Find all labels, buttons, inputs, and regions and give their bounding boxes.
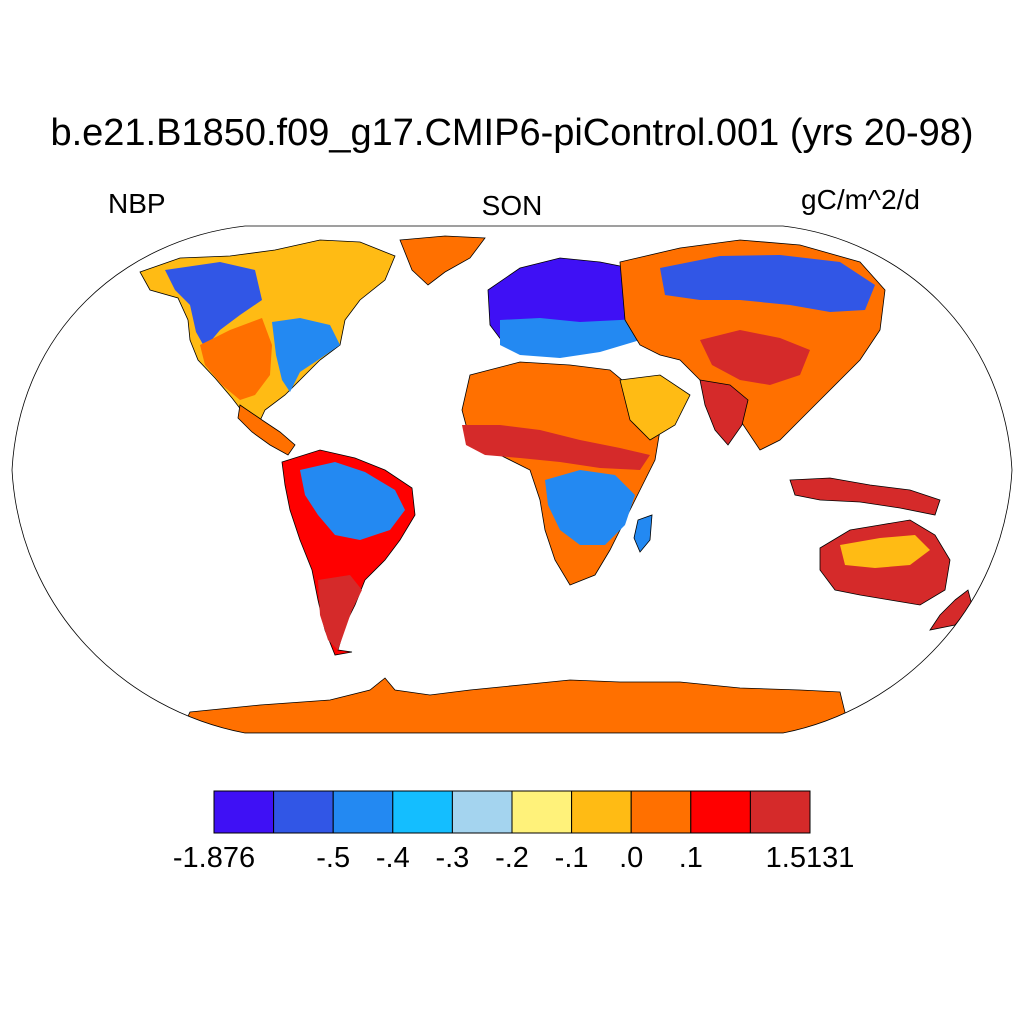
colorbar-swatch-4: [451, 790, 513, 834]
colorbar-swatch-1: [273, 790, 334, 834]
colorbar-swatch-5: [511, 790, 573, 834]
antarctica: [179, 677, 851, 733]
central-africa-negative: [545, 470, 635, 545]
maritime-continent: [789, 477, 941, 516]
arabia: [619, 374, 691, 441]
north-america-central-positive: [200, 318, 272, 400]
colorbar-tick-label: .1: [678, 842, 703, 874]
colorbar-tick-label: -.3: [435, 842, 470, 874]
colorbar-swatch-6: [571, 790, 632, 834]
colorbar-tick-label: -.5: [316, 842, 351, 874]
asia-central-positive: [700, 330, 810, 385]
colorbar-swatch-3: [392, 790, 453, 834]
colorbar-swatch-2: [332, 790, 394, 834]
north-america-west-negative: [165, 262, 262, 348]
colorbar-tick-label: .0: [619, 842, 644, 874]
sahel-positive: [462, 425, 650, 470]
colorbar-tick-label: -1.876: [172, 842, 256, 874]
variable-label: NBP: [108, 188, 166, 219]
colorbar-tick-label: -.2: [495, 842, 529, 874]
season-label: SON: [481, 190, 543, 221]
australia-inland: [840, 535, 930, 568]
greenland: [399, 235, 486, 286]
north-america-east-negative: [272, 318, 340, 392]
south-america-amazon-negative: [300, 462, 405, 540]
south-america-south: [318, 575, 362, 650]
colorbar-swatch-7: [630, 790, 692, 834]
siberia-negative: [660, 255, 875, 312]
globe-outline: [11, 225, 1013, 734]
colorbar-tick-label: -.4: [375, 842, 410, 874]
colorbar-tick-label: 1.5131: [765, 842, 855, 874]
india: [699, 379, 749, 446]
colorbar-swatch-0: [213, 790, 275, 834]
colorbar-swatch-9: [749, 790, 811, 834]
central-america: [237, 404, 296, 456]
europe-south: [500, 318, 650, 358]
units-label: gC/m^2/d: [801, 184, 920, 215]
land-fields: [139, 235, 973, 733]
plot-title: b.e21.B1850.f09_g17.CMIP6-piControl.001 …: [50, 112, 974, 154]
madagascar: [633, 514, 653, 553]
colorbar-tick-label: -.1: [554, 842, 589, 874]
colorbar-swatch-8: [690, 790, 751, 834]
